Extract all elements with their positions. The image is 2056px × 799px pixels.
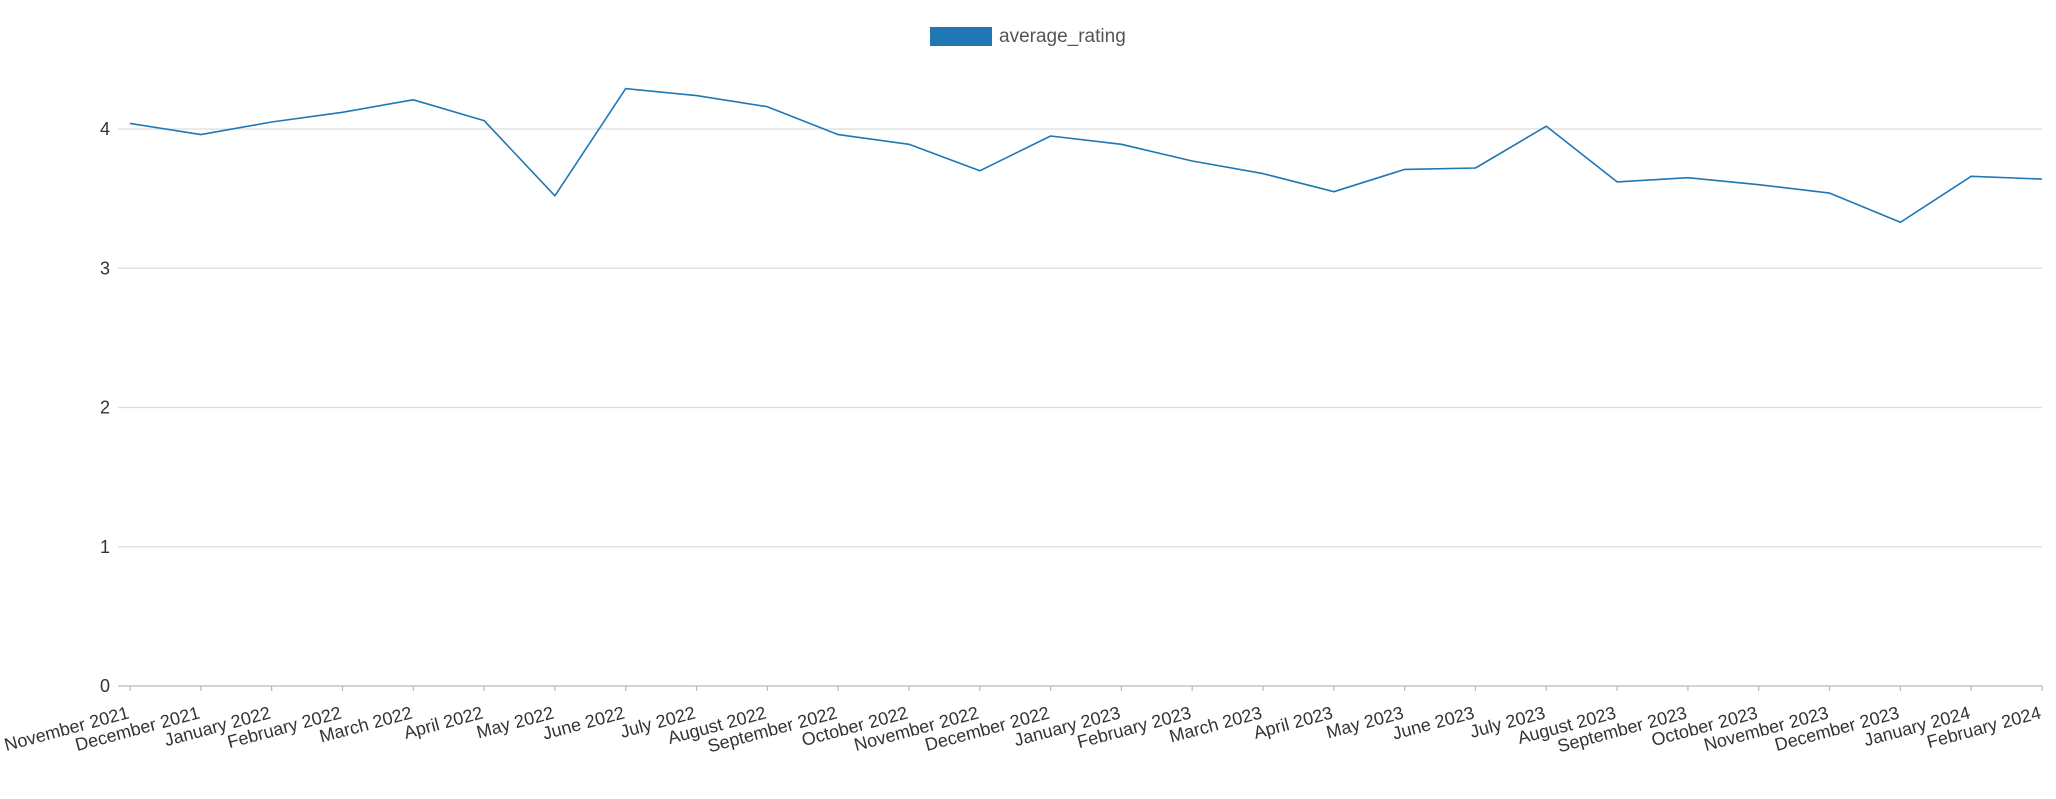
legend[interactable]: average_rating [930,26,1126,47]
data-point[interactable] [765,104,770,109]
data-point[interactable] [623,86,628,91]
data-point[interactable] [1261,171,1266,176]
grid-lines [118,128,2042,687]
data-point[interactable] [1190,159,1195,164]
data-point[interactable] [1827,191,1832,196]
y-tick-label: 0 [100,676,110,696]
data-point[interactable] [1756,182,1761,187]
series-line-average_rating[interactable] [129,87,2043,224]
legend-swatch[interactable] [930,27,992,46]
x-tick-label: June 2022 [540,703,626,744]
data-point[interactable] [1119,142,1124,147]
data-point[interactable] [1544,124,1549,129]
y-tick-label: 2 [100,398,110,418]
data-point[interactable] [198,132,203,137]
data-point[interactable] [1473,165,1478,170]
data-point[interactable] [1402,167,1407,172]
data-point[interactable] [128,121,133,126]
data-point[interactable] [1969,174,1974,179]
data-point[interactable] [1048,133,1053,138]
data-point[interactable] [694,93,699,98]
y-tick-label: 1 [100,537,110,557]
data-point[interactable] [906,142,911,147]
x-tick-label: June 2023 [1390,703,1476,744]
y-tick-label: 3 [100,258,110,278]
data-point[interactable] [1898,220,1903,225]
data-point[interactable] [1615,179,1620,184]
x-tick-label: April 2023 [1251,703,1334,743]
data-point[interactable] [1685,175,1690,180]
data-point[interactable] [1331,189,1336,194]
data-point[interactable] [340,110,345,115]
series-layer [128,86,2045,225]
legend-label[interactable]: average_rating [999,26,1126,47]
data-point[interactable] [269,120,274,125]
data-point[interactable] [2040,177,2045,182]
x-tick-label: April 2022 [402,703,485,743]
data-point[interactable] [411,97,416,102]
y-tick-label: 4 [100,119,110,139]
data-point[interactable] [977,168,982,173]
data-point[interactable] [552,193,557,198]
data-point[interactable] [836,132,841,137]
data-point[interactable] [482,118,487,123]
